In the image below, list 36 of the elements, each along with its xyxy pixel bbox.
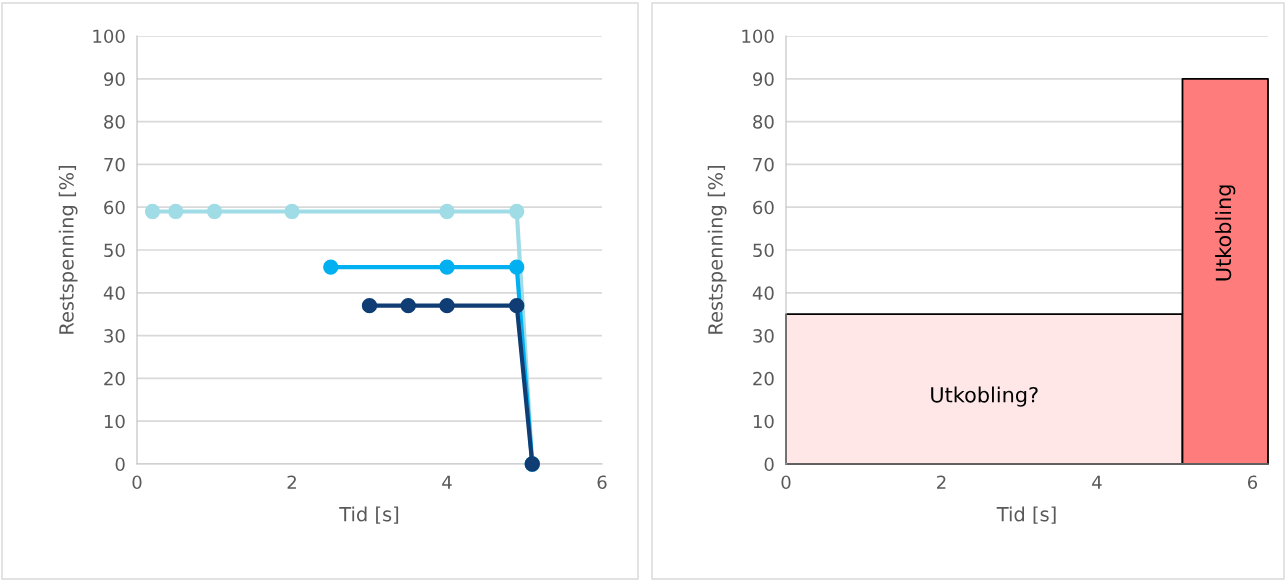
y-tick-label: 10 (753, 414, 774, 429)
y-tick-label: 60 (753, 200, 774, 215)
y-tick-label: 100 (93, 29, 125, 44)
x-axis-title: Tid [s] (339, 506, 399, 524)
y-tick-label: 10 (104, 414, 125, 429)
y-tick-label: 50 (104, 243, 125, 258)
y-tick-label: 0 (764, 457, 774, 472)
y-tick-label: 70 (104, 157, 125, 172)
y-tick-label: 30 (104, 329, 125, 343)
y-tick-label: 100 (742, 29, 774, 44)
y-tick-label: 40 (752, 286, 774, 300)
y-tick-label: 80 (104, 115, 125, 129)
x-tick-label: 6 (1247, 475, 1258, 490)
y-tick-label: 30 (753, 329, 774, 343)
y-tick-label: 40 (103, 286, 125, 300)
x-tick-label: 4 (1092, 475, 1102, 489)
y-tick-label: 0 (115, 457, 125, 472)
y-tick-label: 50 (753, 243, 774, 258)
series-label: Utkobling? (931, 386, 1038, 407)
y-tick-label: 90 (753, 72, 774, 86)
y-axis-title: Restspenning [%] (58, 166, 78, 334)
x-tick-label: 6 (597, 475, 607, 490)
x-tick-label: 2 (937, 475, 946, 489)
x-axis-title: Tid [s] (996, 506, 1056, 524)
y-tick-label: 70 (753, 157, 774, 172)
y-tick-label: 80 (753, 115, 774, 129)
y-tick-label: 60 (104, 200, 125, 215)
series-label: Utkobling (1215, 185, 1236, 281)
y-tick-label: 90 (104, 72, 125, 86)
x-tick-label: 4 (442, 475, 452, 489)
x-tick-label: 0 (781, 475, 791, 490)
y-axis-title: Restspenning [%] (707, 166, 727, 334)
x-tick-label: 2 (287, 475, 296, 489)
y-tick-label: 20 (753, 371, 774, 386)
x-tick-label: 0 (132, 475, 142, 490)
y-tick-label: 20 (104, 371, 125, 386)
